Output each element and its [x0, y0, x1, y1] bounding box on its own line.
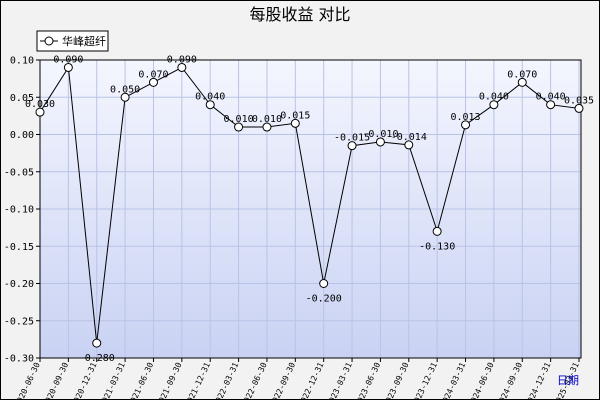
data-label: 0.090: [167, 54, 197, 65]
data-point: [404, 140, 414, 150]
data-point: [262, 122, 272, 132]
data-label: -0.014: [391, 132, 427, 143]
data-point: [205, 100, 215, 110]
data-label: 0.015: [280, 110, 310, 121]
data-point: [177, 62, 187, 72]
x-tick-label: 2023-12-31: [410, 361, 439, 400]
x-axis-corner-label: 日期: [557, 374, 579, 387]
data-labels: 0.030 0.090 -0.280 0.050 0.070 0.090 0.040 0.01…: [25, 54, 594, 364]
data-label: 0.040: [536, 92, 566, 103]
data-label: -0.280: [79, 353, 115, 364]
data-point: [461, 120, 471, 130]
data-point: [120, 92, 130, 102]
data-point: [234, 122, 244, 132]
data-point: [347, 141, 357, 151]
y-tick-label: -0.20: [4, 279, 34, 290]
series-line: [39, 66, 580, 344]
data-label: 0.040: [479, 92, 509, 103]
x-tick-label: 2023-03-31: [325, 361, 354, 400]
data-label: 0.070: [138, 69, 168, 80]
x-tick-label: 2024-06-30: [467, 361, 496, 400]
x-tick-label: 2021-09-30: [155, 361, 184, 400]
x-tick-label: 2021-06-30: [127, 361, 156, 400]
data-point: [290, 118, 300, 128]
legend: 华峰超纤: [36, 30, 109, 52]
x-tick-label: 2022-03-31: [212, 361, 241, 400]
y-tick-label: -0.10: [4, 205, 34, 216]
data-point: [517, 77, 527, 87]
grid-lines: [39, 59, 581, 359]
x-tick-label: 2023-06-30: [354, 361, 383, 400]
data-point: [319, 279, 329, 288]
data-label: 0.010: [224, 114, 254, 125]
x-axis-ticks: 2020-06-30 2020-09-30 2020-12-31 2021-03-31…: [13, 358, 581, 400]
x-tick-label: 2022-09-30: [269, 361, 298, 400]
data-label: 0.090: [53, 54, 83, 65]
y-tick-label: 0.10: [10, 56, 34, 67]
data-label: -0.200: [306, 294, 342, 305]
data-label: 0.013: [450, 112, 480, 123]
x-tick-label: 2020-06-30: [13, 361, 42, 400]
y-tick-label: -0.30: [4, 354, 34, 365]
data-label: -0.010: [362, 129, 398, 140]
data-label: 0.030: [25, 99, 55, 110]
series-points: [35, 62, 584, 348]
x-tick-label: 2020-12-31: [70, 361, 99, 400]
data-point: [375, 137, 385, 147]
x-tick-label: 2023-09-30: [382, 361, 411, 400]
x-tick-label: 2024-03-31: [439, 361, 468, 400]
y-tick-label: -0.05: [4, 167, 34, 178]
chart-title: 每股收益 对比: [249, 5, 350, 24]
y-tick-label: 0.05: [10, 93, 34, 104]
legend-marker-icon: [44, 36, 54, 46]
data-label: 0.040: [195, 92, 225, 103]
x-tick-label: 2020-09-30: [42, 361, 71, 400]
legend-series-name: 华峰超纤: [62, 34, 106, 48]
y-tick-label: 0.00: [10, 130, 34, 141]
data-point: [35, 107, 45, 117]
data-label: 0.010: [252, 114, 282, 125]
x-tick-label: 2021-03-31: [98, 361, 127, 400]
x-tick-label: 2021-12-31: [184, 361, 213, 400]
x-tick-label: 2022-12-31: [297, 361, 326, 400]
data-point: [574, 103, 584, 113]
x-tick-label: 2024-09-30: [496, 361, 525, 400]
data-point: [546, 100, 556, 110]
data-label: 0.050: [110, 84, 140, 95]
data-label: -0.015: [334, 133, 370, 144]
data-point: [432, 226, 442, 236]
y-tick-label: -0.15: [4, 242, 34, 253]
data-point: [92, 338, 102, 348]
x-tick-label: 2024-12-31: [524, 361, 553, 400]
data-point: [63, 62, 73, 72]
data-label: 0.035: [564, 95, 594, 106]
data-label: 0.070: [507, 69, 537, 80]
y-tick-label: -0.25: [4, 316, 34, 327]
data-point: [489, 100, 499, 110]
data-point: [148, 77, 158, 87]
y-axis-ticks: 0.10 0.05 0.00 -0.05 -0.10 -0.15 -0.20 -0.25 -0.…: [4, 56, 40, 365]
x-tick-label: 2022-06-30: [240, 361, 269, 400]
legend-box: [36, 30, 109, 52]
data-label: -0.130: [419, 241, 455, 252]
